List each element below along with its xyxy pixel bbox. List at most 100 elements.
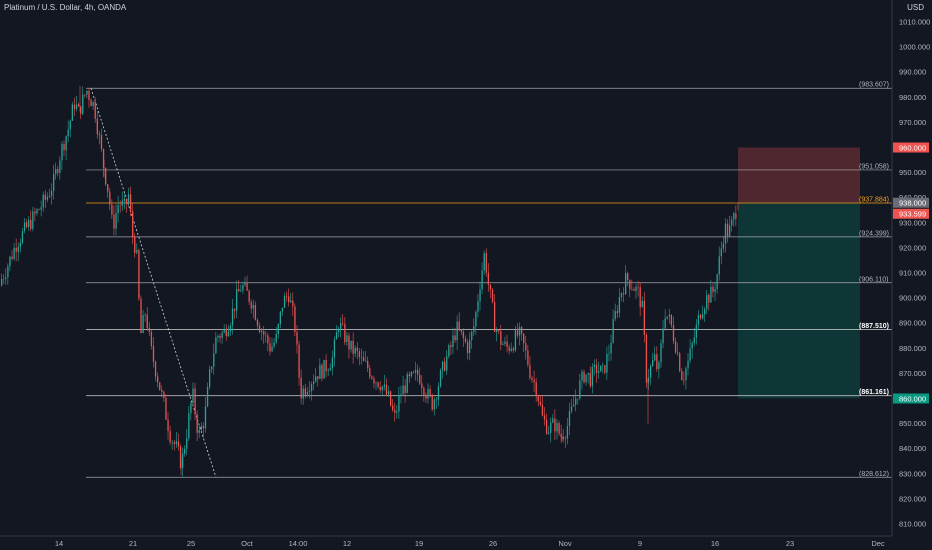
candle [516, 323, 519, 339]
fib-level-label: (983.607) [859, 82, 889, 89]
candle-body [620, 293, 623, 298]
candle-body [414, 369, 417, 373]
candle-body [652, 360, 654, 367]
candle-body [310, 384, 313, 392]
candle-body [400, 394, 402, 396]
candle [77, 102, 80, 107]
candle [439, 368, 442, 388]
candle-body [681, 371, 683, 381]
candle [658, 360, 660, 379]
candle-body [225, 329, 227, 337]
candle-body [564, 438, 566, 440]
candle [645, 332, 648, 388]
time-axis[interactable]: 14 21 25 Oct 14:00 12 19 26 Nov 9 16 23 Dec [0, 535, 892, 548]
candle [699, 313, 702, 321]
candle [119, 200, 121, 213]
candle [706, 290, 708, 315]
candle [362, 351, 365, 362]
candle [48, 188, 51, 199]
candle [679, 351, 681, 373]
candle [710, 280, 712, 303]
candle [140, 295, 142, 334]
candle-body [88, 90, 90, 100]
candle-body [342, 323, 344, 324]
candle-body [298, 344, 300, 378]
candle [427, 383, 429, 404]
candle-body [566, 426, 569, 439]
candle [660, 339, 662, 368]
candle-body [373, 378, 375, 384]
candle-body [387, 391, 390, 395]
candle [211, 366, 213, 373]
candle [7, 263, 9, 285]
candle-body [529, 364, 531, 378]
candle [9, 255, 11, 272]
fib-level-label: (861.161) [859, 389, 889, 396]
candle-body [125, 198, 128, 203]
candle-body [313, 381, 315, 385]
candle [573, 394, 575, 407]
candle-body [362, 357, 365, 361]
candle [731, 216, 733, 232]
candle [579, 374, 581, 401]
candle [429, 385, 431, 398]
candle [568, 402, 571, 436]
candle [96, 111, 98, 139]
candle-body [302, 388, 304, 399]
candle [631, 279, 633, 291]
candle-body [258, 325, 261, 333]
candle [541, 395, 544, 417]
candle [152, 337, 155, 368]
candle-body [516, 330, 519, 336]
candle [73, 97, 76, 116]
candle [620, 292, 623, 302]
candle [720, 241, 722, 265]
time-tick-label: 14 [55, 539, 63, 548]
candle [300, 369, 302, 405]
price-tick-label: 980.000 [899, 93, 926, 102]
candle-body [606, 354, 608, 373]
candle-body [186, 438, 188, 449]
time-tick-label: Dec [871, 539, 885, 548]
candle [283, 292, 286, 308]
candle-body [138, 250, 140, 299]
candle [315, 367, 317, 383]
candle [117, 195, 119, 223]
candle [473, 318, 475, 336]
price-axis[interactable]: 810.000 820.000 830.000 840.000 850.000 860.0… [891, 0, 932, 550]
candle-body [217, 335, 219, 338]
candle [643, 291, 646, 343]
candle [518, 322, 521, 346]
candle [570, 398, 573, 414]
candle [562, 429, 564, 443]
stop-loss-zone [738, 147, 860, 203]
candle [527, 345, 529, 368]
candle-body [371, 376, 373, 379]
candle-body [242, 285, 244, 291]
candle [529, 356, 531, 381]
currency-label[interactable]: USD [907, 3, 924, 12]
candle-body [610, 342, 612, 354]
candle [591, 363, 594, 394]
candle-body [670, 314, 673, 326]
candle [701, 305, 704, 320]
candle [319, 358, 321, 380]
candle-body [175, 441, 178, 445]
candle-body [211, 366, 213, 370]
candle-body [369, 368, 371, 377]
candle-body [585, 374, 587, 383]
candle [460, 329, 462, 336]
candle [724, 218, 727, 253]
candle-body [641, 300, 643, 308]
candle-body [319, 364, 321, 380]
candle-body [154, 361, 157, 377]
candle [209, 365, 211, 390]
candle [269, 337, 271, 356]
candle-body [25, 222, 28, 227]
candle [406, 371, 408, 394]
candle-body [32, 211, 34, 229]
candle-body [340, 323, 342, 330]
candle [221, 330, 223, 344]
position-zones [738, 147, 860, 399]
